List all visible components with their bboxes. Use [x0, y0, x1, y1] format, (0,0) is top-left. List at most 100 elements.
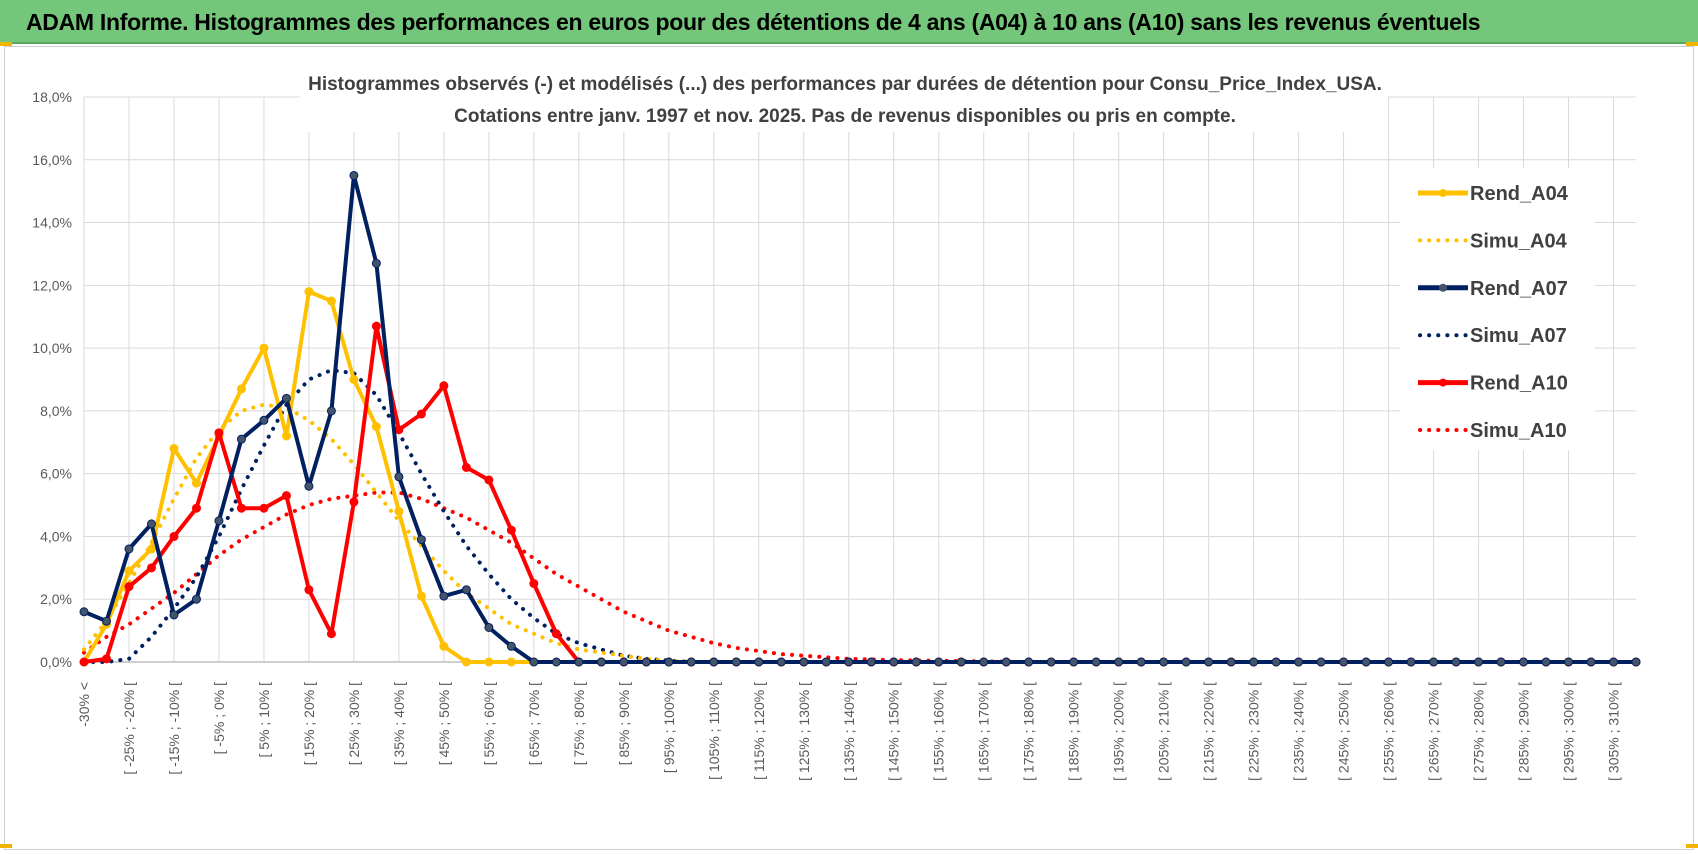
- legend-label: Rend_A10: [1470, 373, 1568, 395]
- data-point: [506, 525, 516, 535]
- data-point: [506, 657, 516, 667]
- data-point: [1271, 657, 1281, 667]
- data-point: [371, 422, 381, 432]
- data-point: [1361, 657, 1371, 667]
- data-point: [191, 503, 201, 513]
- data-point: [866, 657, 876, 667]
- data-point: [1631, 657, 1641, 667]
- data-point: [619, 657, 629, 667]
- data-point: [1226, 657, 1236, 667]
- legend-item: Simu_A07: [1418, 325, 1567, 347]
- x-tick-label: [ 115% ; 120% [: [751, 682, 767, 780]
- corner-mark: [1686, 42, 1698, 46]
- data-point: [281, 431, 291, 441]
- data-point: [439, 591, 449, 601]
- legend-item: Rend_A07: [1418, 278, 1568, 300]
- data-point: [979, 657, 989, 667]
- data-point: [349, 375, 359, 384]
- x-tick-label: [ 85% ; 90% [: [616, 682, 632, 765]
- data-point: [1114, 657, 1124, 667]
- data-point: [911, 657, 921, 667]
- data-point: [371, 321, 381, 331]
- x-tick-label: [ 265% ; 270% [: [1426, 682, 1442, 781]
- series-rend_a07: [79, 170, 1641, 667]
- data-point: [371, 258, 381, 268]
- data-point: [1451, 657, 1461, 667]
- data-point: [304, 481, 314, 491]
- data-point: [1181, 657, 1191, 667]
- data-point: [416, 409, 426, 419]
- data-point: [326, 629, 336, 639]
- data-point: [484, 657, 494, 667]
- data-point: [1024, 657, 1034, 667]
- data-point: [551, 629, 561, 639]
- x-tick-label: [ -15% ; -10% [: [166, 682, 182, 775]
- data-point: [934, 657, 944, 667]
- legend-label: Rend_A07: [1470, 278, 1568, 300]
- data-point: [1564, 657, 1574, 667]
- x-tick-label: [ 35% ; 40% [: [391, 682, 407, 765]
- data-point: [461, 657, 471, 667]
- data-point: [394, 506, 404, 516]
- data-point: [124, 566, 134, 576]
- x-tick-label: [ 135% ; 140% [: [841, 682, 857, 781]
- data-point: [529, 657, 539, 667]
- data-point: [326, 296, 336, 306]
- report-title: ADAM Informe. Histogrammes des performan…: [26, 9, 1481, 35]
- data-point: [1046, 657, 1056, 667]
- legend-background: [1400, 168, 1595, 450]
- data-point: [776, 657, 786, 667]
- chart-legend: Rend_A04 Simu_A04 Rend_A07 Simu_A07 Rend_A10…: [1400, 168, 1595, 450]
- data-point: [169, 531, 179, 541]
- data-point: [304, 287, 314, 297]
- data-point: [1204, 657, 1214, 667]
- data-point: [191, 478, 201, 488]
- legend-item: Simu_A04: [1418, 230, 1568, 252]
- y-tick-label: 16,0%: [32, 152, 72, 168]
- data-point: [124, 582, 134, 592]
- data-point: [416, 591, 426, 601]
- y-tick-label: 10,0%: [32, 340, 72, 356]
- x-tick-label: [ -25% ; -20% [: [121, 682, 137, 775]
- x-tick-label: [ 205% ; 210% [: [1156, 682, 1172, 781]
- data-point: [731, 657, 741, 667]
- chart-title-line-2: Cotations entre janv. 1997 et nov. 2025.…: [454, 106, 1236, 127]
- data-point: [529, 579, 539, 589]
- data-point: [259, 343, 269, 353]
- x-tick-label: [ 95% ; 100% [: [661, 682, 677, 773]
- x-tick-label: [ 225% ; 230% [: [1246, 682, 1262, 781]
- data-point: [416, 535, 426, 545]
- data-point: [146, 563, 156, 573]
- data-point: [709, 657, 719, 667]
- data-point: [664, 657, 674, 667]
- data-point: [259, 415, 269, 425]
- x-tick-label: [ 75% ; 80% [: [571, 682, 587, 765]
- legend-label: Rend_A04: [1470, 183, 1569, 205]
- y-tick-label: 6,0%: [40, 466, 72, 482]
- data-point: [1339, 657, 1349, 667]
- data-point: [304, 585, 314, 595]
- data-point: [1541, 657, 1551, 667]
- data-point: [1474, 657, 1484, 667]
- data-point: [1316, 657, 1326, 667]
- x-tick-label: [ 245% ; 250% [: [1336, 682, 1352, 781]
- x-tick-label: [ 15% ; 20% [: [301, 682, 317, 765]
- data-point: [1159, 657, 1169, 667]
- series-line: [83, 173, 1636, 664]
- x-tick-label: [ 295% ; 300% [: [1561, 682, 1577, 781]
- x-tick-label: [ 185% ; 190% [: [1066, 682, 1082, 781]
- data-point: [394, 472, 404, 482]
- chart-frame: [4, 46, 1694, 850]
- data-point: [1294, 657, 1304, 667]
- y-tick-label: 14,0%: [32, 215, 72, 231]
- legend-marker: [1439, 283, 1447, 292]
- data-point: [1586, 657, 1596, 667]
- y-tick-label: 4,0%: [40, 528, 72, 544]
- data-point: [236, 384, 246, 394]
- data-point: [236, 434, 246, 444]
- data-point: [101, 654, 111, 664]
- x-tick-label: [ 45% ; 50% [: [436, 682, 452, 765]
- x-axis-ticks: -30% < [ -25% ; -20% [[ -15% ; -10% [[ -5…: [76, 682, 1622, 781]
- x-tick-label: [ 165% ; 170% [: [976, 682, 992, 781]
- x-tick-label: -30% <: [76, 682, 92, 727]
